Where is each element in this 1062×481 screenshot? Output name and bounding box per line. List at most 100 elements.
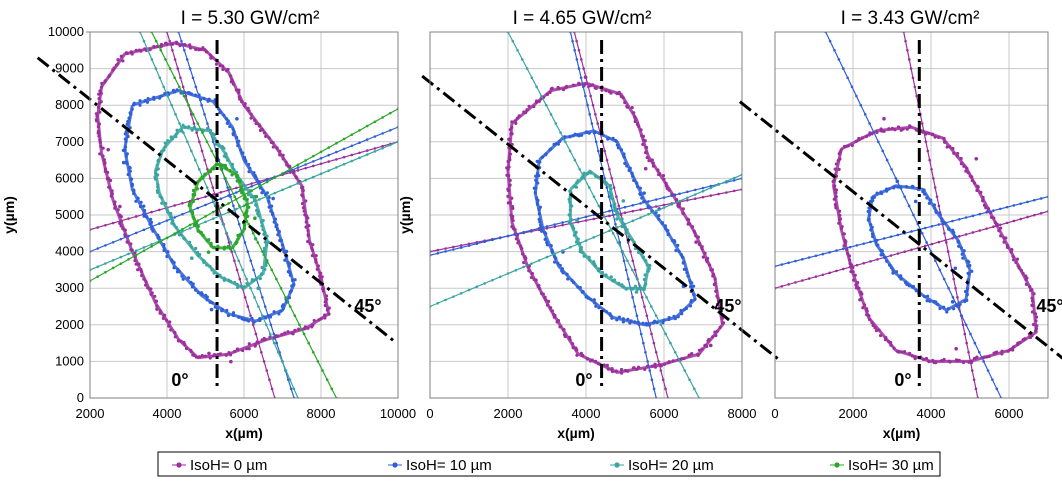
contour-marker xyxy=(241,348,245,353)
contour-marker xyxy=(867,317,872,322)
contour-marker xyxy=(587,255,591,259)
fit-line-marker xyxy=(910,230,913,233)
contour-marker xyxy=(536,181,540,185)
fit-line-marker xyxy=(211,186,215,189)
contour-marker xyxy=(301,185,305,189)
contour-marker xyxy=(94,112,98,116)
contour-marker xyxy=(142,212,146,216)
contour-marker xyxy=(262,131,267,135)
contour-marker xyxy=(1028,335,1033,340)
fit-line-marker xyxy=(227,194,230,197)
fit-line-marker xyxy=(693,193,697,196)
fit-line-marker xyxy=(794,259,797,263)
fit-line-marker xyxy=(590,122,594,125)
contour-marker xyxy=(910,184,915,188)
fit-line-marker xyxy=(436,301,440,305)
contour-marker xyxy=(201,233,205,237)
fit-line-marker xyxy=(670,203,674,206)
fit-line-marker xyxy=(626,259,629,263)
contour-marker xyxy=(134,48,138,52)
contour-marker xyxy=(126,119,130,124)
contour-marker xyxy=(155,307,159,311)
contour-marker xyxy=(624,231,628,235)
stray-marker xyxy=(708,343,713,348)
contour-marker xyxy=(959,162,963,166)
fit-line-marker xyxy=(298,323,301,327)
angle-label-0: 0° xyxy=(171,370,188,390)
contour-marker xyxy=(604,273,608,277)
contour-marker xyxy=(304,225,308,229)
fit-line-marker xyxy=(289,387,293,391)
fit-line-marker xyxy=(571,39,574,43)
contour-marker xyxy=(960,252,964,256)
contour-marker xyxy=(162,313,167,317)
contour-marker xyxy=(653,365,658,369)
contour-marker xyxy=(310,254,315,258)
fit-line-marker xyxy=(855,263,859,267)
y-tick-label: 8000 xyxy=(55,97,84,112)
contour-marker xyxy=(250,316,254,320)
contour-marker xyxy=(220,307,224,311)
fit-line-marker xyxy=(211,217,215,220)
contour-marker xyxy=(970,269,974,273)
fit-line-marker xyxy=(180,39,183,43)
contour-marker xyxy=(926,294,930,298)
contour-marker xyxy=(183,42,187,47)
contour-marker xyxy=(952,151,956,155)
fit-line-marker xyxy=(951,219,954,223)
contour-marker xyxy=(146,286,150,290)
contour-marker xyxy=(249,116,253,120)
contour-marker xyxy=(301,206,306,210)
contour-marker xyxy=(124,130,128,134)
contour-marker xyxy=(567,197,571,201)
contour-marker xyxy=(577,134,581,138)
contour-marker xyxy=(162,248,166,253)
fit-line-marker xyxy=(281,172,284,175)
fit-line-marker xyxy=(269,323,273,327)
fit-line-marker xyxy=(245,277,248,281)
fit-line-marker xyxy=(635,314,639,317)
contour-marker xyxy=(275,146,279,150)
contour-marker xyxy=(511,218,515,223)
fit-line-marker xyxy=(911,76,915,80)
contour-marker xyxy=(124,160,128,164)
contour-marker xyxy=(609,183,613,188)
fit-line-marker xyxy=(664,387,667,391)
contour-marker xyxy=(954,304,959,308)
contour-marker xyxy=(195,128,199,132)
contour-marker xyxy=(613,208,617,213)
contour-marker xyxy=(228,247,233,251)
contour-marker xyxy=(585,172,590,176)
contour-marker xyxy=(290,284,294,288)
fit-line-marker xyxy=(181,201,184,205)
contour-marker xyxy=(178,44,182,48)
contour-marker xyxy=(283,258,287,262)
contour-marker xyxy=(833,184,837,188)
contour-marker xyxy=(693,297,697,302)
contour-marker xyxy=(642,277,646,282)
fit-line-marker xyxy=(134,231,138,235)
contour-marker xyxy=(212,137,216,141)
fit-line-marker xyxy=(882,237,886,240)
contour-marker xyxy=(238,97,242,101)
contour-marker xyxy=(506,201,511,205)
fit-line-marker xyxy=(258,184,261,188)
contour-marker xyxy=(994,223,998,228)
contour-marker xyxy=(516,240,521,244)
contour-marker xyxy=(986,207,991,211)
fit-line-marker xyxy=(992,209,995,212)
fit-line-marker xyxy=(252,268,255,272)
contour-marker xyxy=(125,51,129,56)
contour-marker xyxy=(682,308,686,312)
contour-marker xyxy=(664,181,668,186)
fit-line-marker xyxy=(1039,211,1043,215)
contour-marker xyxy=(252,320,256,324)
contour-marker xyxy=(265,234,269,238)
contour-marker xyxy=(255,340,259,344)
fit-line-marker xyxy=(257,305,260,308)
contour-marker xyxy=(128,165,132,170)
contour-marker xyxy=(639,128,643,132)
contour-marker xyxy=(161,316,165,320)
contour-marker xyxy=(870,225,874,229)
fit-line-marker xyxy=(511,39,515,43)
